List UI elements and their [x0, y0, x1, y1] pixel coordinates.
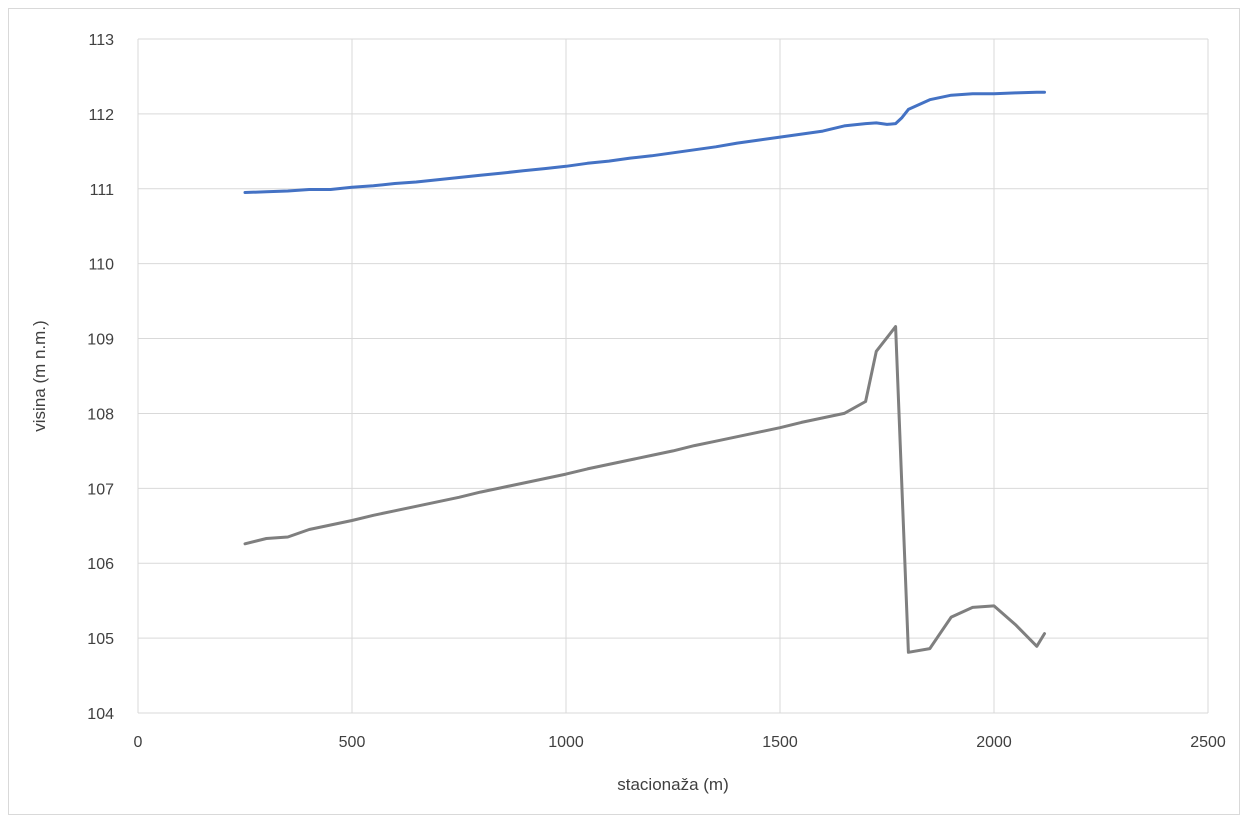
y-tick-label: 111	[90, 182, 114, 199]
x-tick-label: 2500	[1190, 734, 1226, 751]
x-tick-label: 1500	[762, 734, 798, 751]
series-line-lower	[243, 325, 1046, 654]
y-tick-label: 105	[87, 631, 114, 648]
y-tick-label: 113	[88, 32, 114, 49]
chart-frame	[8, 8, 1240, 815]
x-tick-label: 1000	[548, 734, 584, 751]
x-tick-label: 0	[134, 734, 143, 751]
y-axis-label: visina (m n.m.)	[30, 320, 49, 431]
y-tick-label: 110	[88, 257, 114, 274]
x-tick-label: 500	[339, 734, 366, 751]
y-tick-label: 107	[87, 481, 114, 498]
y-tick-label: 106	[87, 556, 114, 573]
x-tick-label: 2000	[976, 734, 1012, 751]
y-tick-label: 112	[88, 107, 114, 124]
y-tick-label: 108	[87, 406, 114, 423]
series-line-upper	[243, 90, 1046, 194]
y-tick-label: 109	[87, 332, 114, 349]
y-tick-label: 104	[87, 706, 114, 723]
x-axis-label: stacionaža (m)	[617, 775, 728, 794]
